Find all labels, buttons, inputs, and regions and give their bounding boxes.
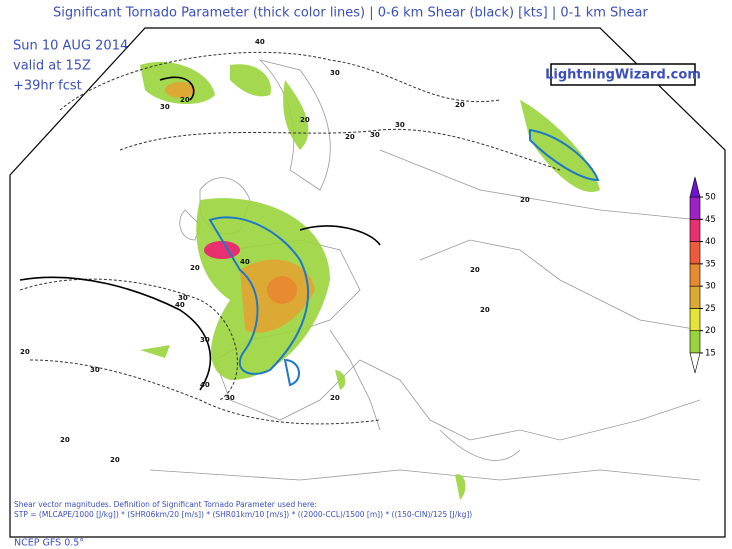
contour-label: 40 (175, 301, 185, 309)
colorbar-tick-label: 15 (705, 349, 716, 359)
brand: LightningWizard.com (545, 68, 701, 83)
brand-box (550, 63, 696, 86)
contour-label: 20 (20, 348, 30, 356)
contour-label: 20 (300, 116, 310, 124)
colorbar-segment (689, 241, 701, 265)
footer-note: Shear vector magnitudes. Definition of S… (14, 500, 317, 509)
colorbar-segment (689, 308, 701, 332)
contour-label: 20 (60, 436, 70, 444)
colorbar-tick-label: 25 (705, 304, 716, 314)
contour-label: 20 (480, 306, 490, 314)
colorbar-segment (689, 285, 701, 309)
contour-label: 30 (90, 366, 100, 374)
colorbar-tick-label: 30 (705, 282, 716, 292)
colorbar-tick-label: 40 (705, 237, 716, 247)
colorbar-tick-label: 35 (705, 259, 716, 269)
title: Significant Tornado Parameter (thick col… (53, 6, 649, 21)
contour-label: 40 (200, 381, 210, 389)
forecast-hour: +39hr fcst (13, 79, 82, 94)
contour-label: 20 (330, 394, 340, 402)
contour-label: 30 (178, 294, 188, 302)
footer-formula: STP = (MLCAPE/1000 [J/kg]) * (SHR06km/20… (14, 510, 472, 519)
colorbar-segment (689, 196, 701, 220)
colorbar-segment (689, 330, 701, 354)
model: NCEP GFS 0.5° (14, 538, 84, 549)
colorbar-tick-label: 45 (705, 215, 716, 225)
date: Sun 10 AUG 2014 (13, 39, 128, 54)
colorbar-top-arrow (689, 176, 701, 198)
contour-label: 30 (160, 103, 170, 111)
contour-label: 30 (395, 121, 405, 129)
colorbar: 15 20 25 30 35 40 45 50 (689, 176, 716, 374)
valid-time: valid at 15Z (13, 59, 91, 74)
contour-label: 40 (240, 258, 250, 266)
contour-label: 20 (520, 196, 530, 204)
contour-label: 20 (470, 266, 480, 274)
colorbar-tick-label: 50 (705, 193, 716, 203)
contour-label: 30 (330, 69, 340, 77)
contour-label: 20 (345, 133, 355, 141)
contour-label: 20 (455, 101, 465, 109)
contour-label: 30 (225, 394, 235, 402)
coastlines (149, 59, 701, 481)
colorbar-bottom-arrow (689, 352, 701, 374)
colorbar-segment (689, 218, 701, 242)
shear-contours (19, 51, 600, 425)
contour-label: 20 (190, 264, 200, 272)
contour-label: 40 (255, 38, 265, 46)
colorbar-segment (689, 263, 701, 287)
contour-labels: 4020303020302040203040203020304020202020… (20, 38, 530, 464)
contour-label: 30 (370, 131, 380, 139)
contour-label: 20 (110, 456, 120, 464)
contour-label: 20 (180, 96, 190, 104)
contour-label: 30 (200, 336, 210, 344)
colorbar-tick-label: 20 (705, 326, 716, 336)
